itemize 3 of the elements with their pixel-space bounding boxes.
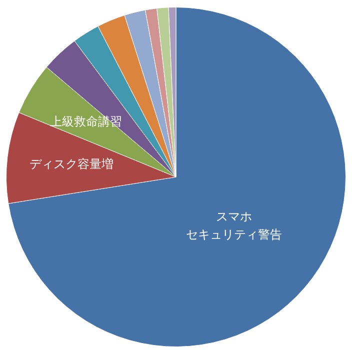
- slice-label: ディスク容量増: [29, 156, 114, 171]
- slice-label: スマホセキュリティ警告: [186, 210, 282, 242]
- slice-label: 上級救命講習: [50, 114, 122, 128]
